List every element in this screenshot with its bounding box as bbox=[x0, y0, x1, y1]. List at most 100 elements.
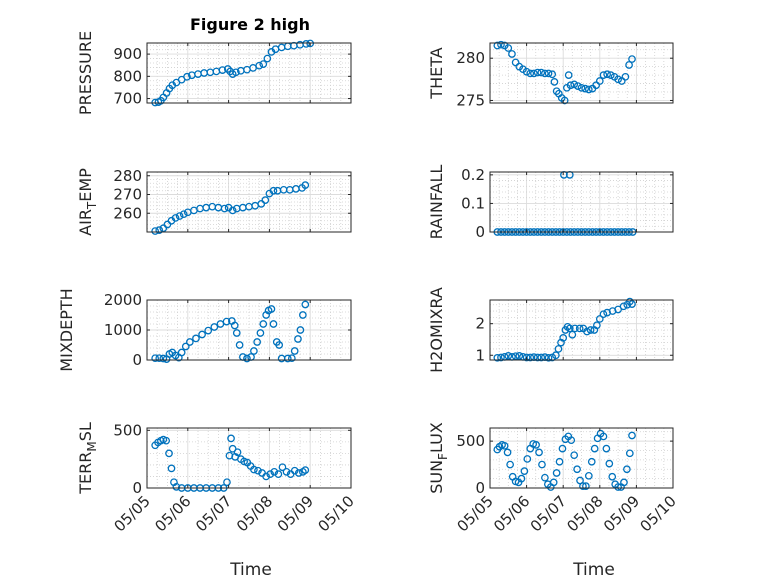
data-point bbox=[240, 457, 248, 466]
data-point bbox=[599, 310, 608, 319]
x-tick-label: 05/07 bbox=[192, 492, 235, 535]
data-point bbox=[593, 321, 601, 330]
data-point bbox=[183, 72, 191, 81]
data-point bbox=[595, 77, 604, 85]
data-point bbox=[301, 466, 310, 474]
axes-box bbox=[489, 299, 674, 361]
x-tick-label: 05/08 bbox=[563, 492, 606, 535]
y-axis-label: PRESSURE bbox=[76, 31, 95, 115]
grid bbox=[146, 172, 352, 232]
y-axis-label: SUNFLUX bbox=[427, 422, 450, 494]
grid bbox=[146, 43, 352, 103]
data-point bbox=[262, 472, 270, 481]
data-point bbox=[541, 69, 549, 78]
data-point bbox=[290, 347, 299, 355]
y-tick-label: 700 bbox=[113, 90, 142, 108]
data-point bbox=[570, 451, 579, 460]
data-point bbox=[567, 436, 576, 445]
data-point bbox=[198, 330, 206, 339]
axes-box bbox=[489, 171, 674, 233]
y-tick-label: 500 bbox=[456, 432, 485, 450]
data-point bbox=[621, 72, 630, 81]
y-tick-label: 0.1 bbox=[461, 194, 485, 212]
data-point bbox=[565, 324, 574, 333]
data-point bbox=[628, 300, 636, 308]
data-point bbox=[204, 326, 213, 335]
data-point bbox=[583, 327, 591, 336]
panel-theta: 275 280 THETA bbox=[427, 40, 674, 109]
y-axis-label: H2OMIXRA bbox=[427, 287, 446, 373]
data-point bbox=[294, 469, 303, 477]
data-point bbox=[228, 206, 237, 215]
data-point bbox=[253, 338, 262, 346]
data-point bbox=[623, 465, 631, 474]
data-point bbox=[230, 321, 239, 330]
data-point bbox=[270, 467, 279, 476]
y-tick-label: 0 bbox=[475, 223, 485, 241]
data-point bbox=[548, 70, 557, 79]
series-markers bbox=[493, 429, 636, 491]
panel-h2omixra: 1 2 H2OMIXRA bbox=[427, 287, 674, 373]
y-axis-label: THETA bbox=[427, 47, 446, 99]
y-tick-label: 0 bbox=[132, 479, 142, 497]
series-markers bbox=[493, 297, 636, 362]
data-point bbox=[549, 478, 558, 487]
y-axis-label: TERRMSL bbox=[76, 422, 99, 495]
figure-title: Figure 2 high bbox=[190, 15, 310, 34]
data-point bbox=[257, 200, 266, 208]
data-point bbox=[537, 68, 546, 77]
axes-box bbox=[146, 171, 352, 233]
data-point bbox=[175, 212, 184, 220]
data-point bbox=[301, 300, 310, 309]
data-point bbox=[571, 324, 579, 333]
data-point bbox=[493, 41, 502, 50]
data-point bbox=[520, 467, 529, 475]
data-point bbox=[181, 342, 190, 351]
data-point bbox=[608, 472, 617, 481]
data-point bbox=[504, 352, 513, 360]
y-tick-label: 0 bbox=[475, 479, 485, 497]
x-tick-label: 05/09 bbox=[274, 492, 317, 535]
data-point bbox=[526, 69, 535, 78]
data-point bbox=[296, 326, 305, 334]
y-tick-label: 2 bbox=[475, 315, 485, 333]
data-point bbox=[577, 83, 586, 92]
data-point bbox=[535, 448, 543, 457]
data-point bbox=[606, 71, 615, 79]
data-point bbox=[599, 71, 608, 79]
data-point bbox=[566, 81, 575, 90]
data-point bbox=[177, 348, 186, 357]
data-point bbox=[573, 465, 581, 474]
data-point bbox=[223, 478, 231, 487]
data-point bbox=[283, 354, 292, 363]
data-point bbox=[564, 71, 573, 79]
data-point bbox=[254, 466, 262, 475]
data-point bbox=[220, 204, 229, 213]
data-point bbox=[255, 61, 264, 70]
y-axis-label: RAINFALL bbox=[427, 165, 446, 240]
y-tick-label: 900 bbox=[113, 45, 142, 63]
y-tick-label: 500 bbox=[113, 421, 142, 439]
data-point bbox=[232, 68, 240, 77]
data-point bbox=[192, 334, 200, 343]
data-point bbox=[530, 69, 538, 78]
data-point bbox=[586, 326, 595, 334]
panel-rainfall: 0 0.1 0.2 RAINFALL bbox=[427, 165, 674, 241]
y-tick-label: 275 bbox=[456, 91, 485, 109]
data-point bbox=[599, 432, 608, 441]
axes-box bbox=[146, 42, 352, 104]
data-point bbox=[532, 441, 540, 449]
data-point bbox=[614, 483, 622, 491]
data-point bbox=[250, 347, 258, 355]
x-tick-label: 05/07 bbox=[527, 492, 570, 535]
y-tick-label: 260 bbox=[113, 204, 142, 222]
data-point bbox=[159, 354, 168, 363]
data-point bbox=[228, 444, 237, 453]
data-point bbox=[218, 66, 227, 74]
x-tick-label: 05/09 bbox=[600, 492, 643, 535]
data-point bbox=[568, 330, 577, 339]
data-point bbox=[171, 214, 180, 222]
data-point bbox=[301, 181, 310, 189]
y-tick-label: 800 bbox=[113, 67, 142, 85]
